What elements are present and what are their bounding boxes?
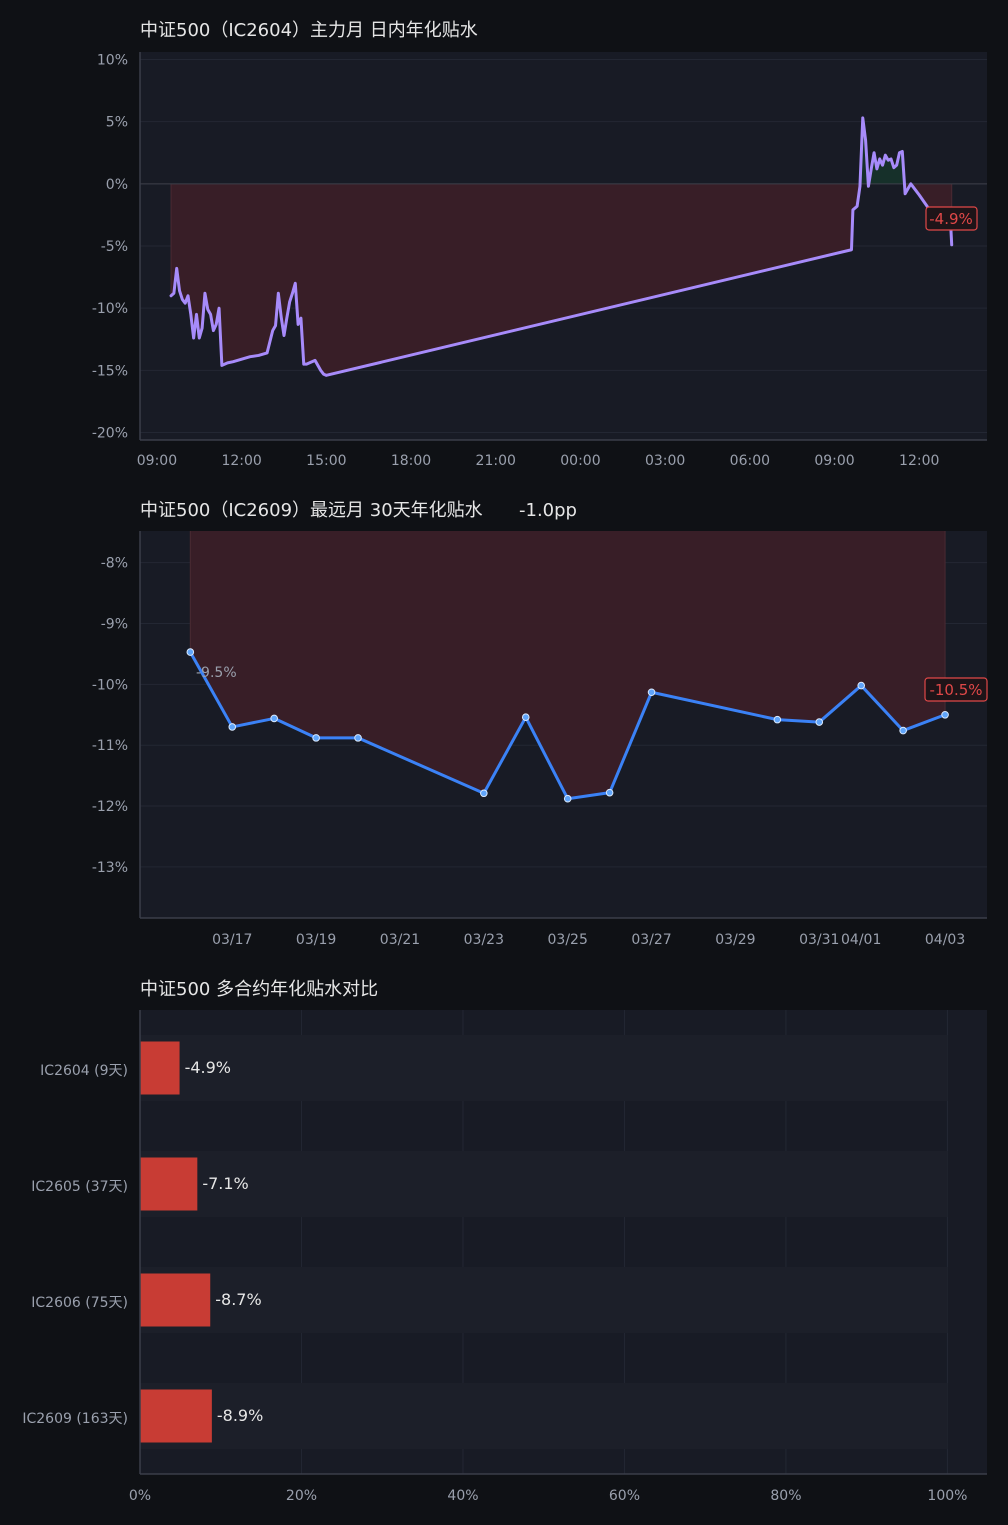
- chart-2-area: [190, 531, 946, 799]
- chart-3-x-tick-label: 20%: [286, 1488, 317, 1504]
- chart-2-data-point: [354, 734, 362, 742]
- chart-2-x-tick-label: 03/17: [212, 932, 252, 948]
- chart-3-bar-track: [140, 1035, 948, 1101]
- chart-2-data-point: [815, 718, 824, 726]
- chart-3-value-label: -7.1%: [202, 1174, 248, 1193]
- chart-2-x-tick-label: 03/23: [464, 932, 504, 948]
- chart-2-x-tick-label: 03/25: [548, 932, 588, 948]
- chart-3-value-label: -8.9%: [217, 1406, 263, 1425]
- chart-2-data-point: [647, 688, 656, 697]
- chart-2-x-tick-label: 03/29: [715, 932, 755, 948]
- chart-2-x-tick-label: 04/03: [925, 932, 965, 948]
- chart-2-data-point: [186, 648, 195, 656]
- chart-3-category-label: IC2604 (9天): [40, 1063, 128, 1079]
- chart-2-y-tick-label: -13%: [92, 860, 128, 876]
- chart-1-y-tick-label: 5%: [106, 115, 128, 131]
- chart-3-x-tick-label: 40%: [447, 1488, 478, 1504]
- chart-2-x-tick-label: 03/31: [799, 932, 839, 948]
- chart-2-data-point: [480, 789, 488, 798]
- chart-3-group: 中证500 多合约年化贴水对比 0% 20% 40% 60% 80% 100% IC2604 …: [22, 979, 987, 1504]
- chart-1-last-badge: [925, 206, 978, 231]
- chart-1-y-tick-label: 0%: [106, 177, 128, 193]
- chart-2-y-tick-label: -11%: [92, 738, 128, 754]
- chart-2-data-point: [228, 723, 237, 731]
- chart-1-x-tick-label: 09:00: [137, 453, 177, 469]
- chart-1-x-tick-label: 03:00: [645, 453, 685, 469]
- chart-2-x-tick-label: 03/19: [296, 932, 336, 948]
- chart-2-data-point: [941, 710, 949, 719]
- chart-1-x-tick-label: 15:00: [306, 453, 346, 469]
- chart-1-x-tick-label: 09:00: [814, 453, 854, 469]
- chart-3-x-tick-label: 0%: [129, 1488, 151, 1504]
- chart-2-group: 中证500（IC2609）最远月 30天年化贴水 -1.0pp -8% -9% -10%…: [92, 500, 988, 948]
- chart-1-x-tick-label: 06:00: [730, 453, 770, 469]
- chart-1-area-below: [171, 183, 952, 376]
- chart-1-y-tick-label: 10%: [97, 52, 128, 68]
- chart-2-data-point: [521, 713, 530, 721]
- chart-2-y-tick-label: -12%: [92, 799, 128, 815]
- chart-3-value-label: -4.9%: [185, 1058, 231, 1077]
- chart-1-group: 中证500（IC2604）主力月 日内年化贴水 10% 5% 0% -5% -10% -15…: [92, 20, 987, 469]
- chart-3-category-label: IC2605 (37天): [31, 1179, 128, 1195]
- chart-1-x-tick-label: 12:00: [899, 453, 939, 469]
- chart-2-x-tick-label: 04/01: [841, 932, 881, 948]
- chart-3-bar: [140, 1389, 212, 1443]
- chart-3-x-tick-label: 100%: [927, 1488, 967, 1504]
- chart-3-bar-track: [140, 1267, 948, 1333]
- chart-3-title: 中证500 多合约年化贴水对比: [140, 979, 378, 1000]
- chart-3-x-tick-label: 60%: [609, 1488, 640, 1504]
- chart-1-x-tick-label: 21:00: [476, 453, 516, 469]
- chart-3-bar-track: [140, 1383, 948, 1449]
- chart-2-title: 中证500（IC2609）最远月 30天年化贴水: [140, 500, 483, 521]
- chart-2-data-point: [773, 715, 782, 724]
- chart-2-data-point: [899, 726, 907, 735]
- chart-2-y-tick-label: -10%: [92, 677, 128, 693]
- chart-2-data-point: [857, 681, 866, 690]
- chart-2-y-tick-label: -8%: [101, 556, 128, 572]
- chart-3-category-label: IC2609 (163天): [22, 1411, 128, 1427]
- chart-3-bar: [140, 1273, 211, 1327]
- chart-3-bar: [140, 1041, 180, 1095]
- chart-2-x-tick-label: 03/21: [380, 932, 420, 948]
- chart-1-y-tick-label: -5%: [101, 239, 128, 255]
- chart-2-data-point: [270, 714, 278, 723]
- chart-2-last-badge: [924, 677, 988, 702]
- chart-2-data-point: [563, 794, 572, 803]
- chart-2-title-suffix: -1.0pp: [519, 500, 577, 521]
- chart-3-bar: [140, 1157, 198, 1211]
- chart-1-x-tick-label: 12:00: [221, 453, 261, 469]
- chart-1-x-tick-label: 00:00: [560, 453, 600, 469]
- chart-1-y-tick-label: -10%: [92, 301, 128, 317]
- chart-3-bar-track: [140, 1151, 948, 1217]
- chart-1-y-tick-label: -15%: [92, 363, 128, 379]
- chart-2-y-tick-label: -9%: [101, 616, 128, 632]
- chart-2-last-label: -10.5%: [929, 681, 982, 699]
- chart-1-y-tick-label: -20%: [92, 426, 128, 442]
- chart-2-data-point: [605, 788, 614, 797]
- chart-2-data-point: [312, 734, 320, 742]
- chart-2-x-tick-label: 03/27: [631, 932, 671, 948]
- chart-3-value-label: -8.7%: [215, 1290, 261, 1309]
- chart-1-last-label: -4.9%: [929, 210, 973, 228]
- chart-2-first-label: -9.5%: [196, 665, 237, 681]
- chart-1-title: 中证500（IC2604）主力月 日内年化贴水: [140, 20, 478, 41]
- chart-1-x-tick-label: 18:00: [391, 453, 431, 469]
- chart-1-series-line: [169, 116, 954, 377]
- chart-3-x-tick-label: 80%: [770, 1488, 801, 1504]
- chart-3-category-label: IC2606 (75天): [31, 1295, 128, 1311]
